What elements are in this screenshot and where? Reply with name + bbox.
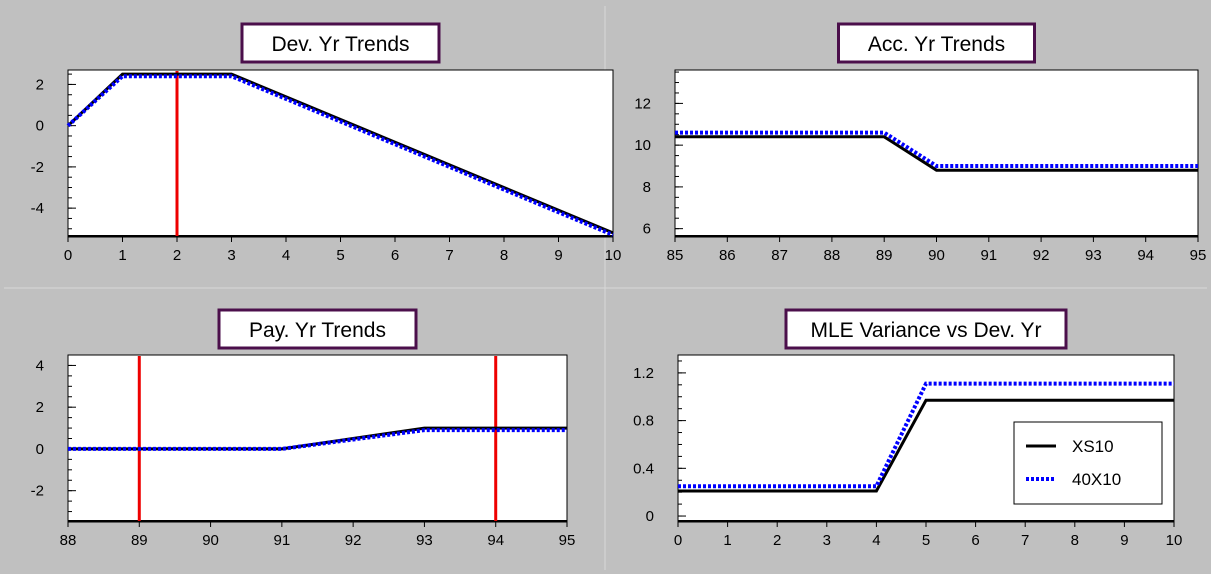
x-tick-label: 7 xyxy=(445,247,453,264)
chart-title: Pay. Yr Trends xyxy=(249,319,386,342)
x-tick-label: 4 xyxy=(872,532,880,549)
x-tick-label: 8 xyxy=(500,247,508,264)
y-tick-label: 1.2 xyxy=(633,365,654,382)
y-tick-label: 10 xyxy=(634,137,651,154)
x-tick-label: 9 xyxy=(1120,532,1128,549)
y-tick-label: 8 xyxy=(643,179,651,196)
series-line-dotted xyxy=(675,130,1198,168)
x-tick-label: 2 xyxy=(773,532,781,549)
x-tick-label: 88 xyxy=(824,247,841,264)
x-tick-label: 90 xyxy=(202,532,219,549)
x-tick-label: 2 xyxy=(173,247,181,264)
y-tick-label: -4 xyxy=(31,200,44,217)
series-line-dotted xyxy=(678,381,1174,489)
x-tick-label: 1 xyxy=(723,532,731,549)
chart-title-box xyxy=(837,22,1036,64)
chart-title: Dev. Yr Trends xyxy=(271,33,409,56)
x-tick-label: 6 xyxy=(391,247,399,264)
chart-title-box xyxy=(784,308,1068,350)
x-tick-label: 87 xyxy=(771,247,788,264)
x-tick-label: 3 xyxy=(227,247,235,264)
plot-area xyxy=(67,354,568,523)
legend-label: 40X10 xyxy=(1072,470,1121,489)
x-tick-label: 91 xyxy=(274,532,291,549)
x-tick-label: 5 xyxy=(922,532,930,549)
series-line-solid xyxy=(675,135,1198,172)
x-tick-label: 0 xyxy=(64,247,72,264)
y-tick-label: 12 xyxy=(634,95,651,112)
series-line-solid xyxy=(678,398,1174,493)
series-line-dotted xyxy=(68,428,567,451)
x-tick-label: 6 xyxy=(971,532,979,549)
x-tick-label: 4 xyxy=(282,247,290,264)
y-tick-label: 0 xyxy=(36,441,44,458)
legend-label: XS10 xyxy=(1072,437,1114,456)
y-tick-label: 0 xyxy=(36,118,44,135)
y-tick-label: 2 xyxy=(36,399,44,416)
chart-panel: Pay. Yr Trends 4 2 0 -2 88 89 90 91 92 93 94 95 xyxy=(31,308,576,549)
series-line-dotted xyxy=(66,74,614,237)
x-tick-label: 8 xyxy=(1071,532,1079,549)
x-tick-label: 92 xyxy=(345,532,362,549)
y-tick-label: 2 xyxy=(36,76,44,93)
y-tick-label: 4 xyxy=(36,357,44,374)
plot-area xyxy=(67,69,614,238)
y-tick-label: 0.8 xyxy=(633,413,654,430)
x-tick-label: 94 xyxy=(1137,247,1154,264)
x-tick-label: 85 xyxy=(667,247,684,264)
x-tick-label: 1 xyxy=(118,247,126,264)
x-tick-label: 95 xyxy=(1190,247,1207,264)
x-tick-label: 95 xyxy=(559,532,576,549)
x-tick-label: 89 xyxy=(876,247,893,264)
y-tick-label: -2 xyxy=(31,159,44,176)
chart-title-box xyxy=(240,22,441,64)
x-tick-label: 88 xyxy=(60,532,77,549)
y-tick-label: 6 xyxy=(643,221,651,238)
chart-panel: Dev. Yr Trends 2 0 -2 -4 0 1 2 3 4 5 6 7 8 9 10 xyxy=(31,22,622,264)
chart-title: MLE Variance vs Dev. Yr xyxy=(810,319,1041,342)
x-tick-label: 89 xyxy=(131,532,148,549)
x-tick-label: 0 xyxy=(674,532,682,549)
x-tick-label: 90 xyxy=(928,247,945,264)
x-tick-label: 86 xyxy=(719,247,736,264)
legend-box xyxy=(1013,421,1163,505)
y-tick-label: 0 xyxy=(646,508,654,525)
x-tick-label: 94 xyxy=(487,532,504,549)
plot-area xyxy=(674,69,1199,238)
x-tick-label: 93 xyxy=(1085,247,1102,264)
chart-title: Acc. Yr Trends xyxy=(868,33,1005,56)
x-tick-label: 9 xyxy=(554,247,562,264)
chart-panel: MLE Variance vs Dev. Yr 1.2 0.8 0.4 0 0 1 2 3 4 5 6… xyxy=(633,308,1183,549)
x-tick-label: 7 xyxy=(1021,532,1029,549)
x-tick-label: 92 xyxy=(1033,247,1050,264)
y-tick-label: -2 xyxy=(31,483,44,500)
x-tick-label: 91 xyxy=(980,247,997,264)
y-tick-label: 0.4 xyxy=(633,460,654,477)
x-tick-label: 10 xyxy=(605,247,622,264)
x-tick-label: 93 xyxy=(416,532,433,549)
x-tick-label: 3 xyxy=(823,532,831,549)
chart-title-box xyxy=(217,308,418,350)
x-tick-label: 5 xyxy=(336,247,344,264)
x-tick-label: 10 xyxy=(1166,532,1183,549)
